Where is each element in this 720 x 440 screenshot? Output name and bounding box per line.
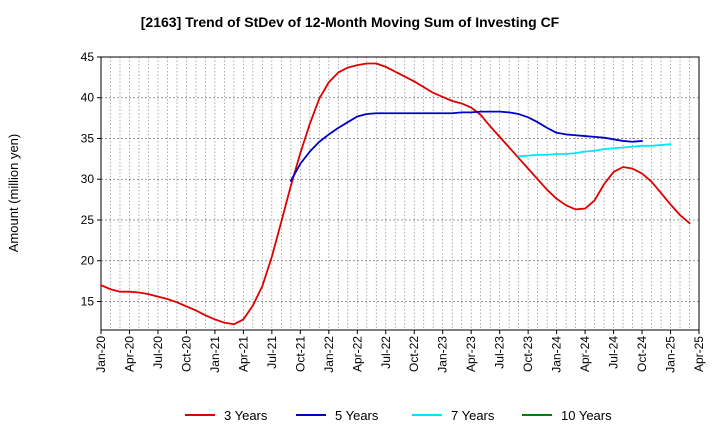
- x-tick-label: Oct-22: [407, 336, 421, 372]
- legend-label: 10 Years: [561, 408, 612, 423]
- x-tick-label: Jan-23: [436, 336, 450, 373]
- x-tick-label: Jan-21: [208, 336, 222, 373]
- y-tick-label: 20: [81, 254, 95, 268]
- series-line-3-years: [100, 62, 691, 326]
- x-tick-label: Oct-21: [293, 336, 307, 372]
- y-tick-label: 25: [81, 213, 95, 227]
- legend: 3 Years 5 Years 7 Years 10 Years: [185, 408, 612, 423]
- x-axis: Jan-20 Apr-20 Jul-20 Oct-20 Jan-21 Apr-21 Jul-…: [94, 330, 706, 373]
- x-tick-label: Apr-20: [122, 336, 136, 372]
- x-tick-label: Apr-21: [236, 336, 250, 372]
- series-lines: [100, 62, 691, 326]
- plot-area: [100, 56, 700, 331]
- x-tick-label: Apr-25: [692, 336, 706, 372]
- x-tick-label: Apr-23: [464, 336, 478, 372]
- y-tick-label: 40: [81, 91, 95, 105]
- legend-label: 5 Years: [335, 408, 379, 423]
- legend-label: 3 Years: [224, 408, 268, 423]
- chart-title: [2163] Trend of StDev of 12-Month Moving…: [141, 14, 560, 30]
- x-tick-label: Jul-22: [379, 336, 393, 369]
- x-tick-label: Oct-20: [179, 336, 193, 372]
- x-tick-label: Jul-23: [493, 336, 507, 369]
- series-line-5-years: [289, 110, 643, 182]
- x-tick-label: Jul-20: [151, 336, 165, 369]
- y-tick-label: 45: [81, 50, 95, 64]
- x-tick-label: Apr-24: [578, 336, 592, 372]
- y-tick-label: 15: [81, 294, 95, 308]
- legend-label: 7 Years: [451, 408, 495, 423]
- x-tick-label: Jan-20: [94, 336, 108, 373]
- x-tick-label: Jan-25: [664, 336, 678, 373]
- series-line-7-years: [517, 143, 672, 158]
- x-tick-label: Jul-21: [265, 336, 279, 369]
- x-tick-label: Oct-23: [521, 336, 535, 372]
- x-tick-label: Jul-24: [607, 336, 621, 369]
- x-tick-label: Oct-24: [635, 336, 649, 372]
- y-tick-label: 35: [81, 131, 95, 145]
- y-tick-label: 30: [81, 172, 95, 186]
- x-tick-label: Apr-22: [350, 336, 364, 372]
- x-tick-label: Jan-24: [550, 336, 564, 373]
- x-tick-label: Jan-22: [322, 336, 336, 373]
- y-axis: 15 20 25 30 35 40 45: [81, 50, 101, 308]
- grid: [101, 56, 699, 330]
- y-axis-label: Amount (million yen): [6, 134, 21, 253]
